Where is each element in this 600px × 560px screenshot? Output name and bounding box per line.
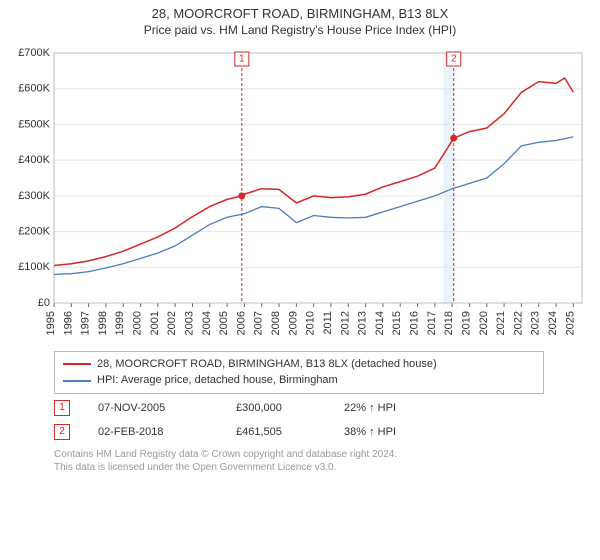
plot-svg: £0 £100K £200K £300K £400K £500K £600K £700K 199… xyxy=(10,43,590,343)
x-tick-label: 2019 xyxy=(460,311,472,335)
x-tick-label: 2003 xyxy=(183,311,195,335)
chart-container: 28, MOORCROFT ROAD, BIRMINGHAM, B13 8LX … xyxy=(0,0,600,560)
x-tick-label: 2010 xyxy=(305,311,317,335)
event-date: 02-FEB-2018 xyxy=(98,426,208,438)
x-tick-label: 2000 xyxy=(132,311,144,335)
x-tick-label: 2011 xyxy=(322,311,334,335)
x-tick-label: 2013 xyxy=(357,311,369,335)
x-tick-label: 2020 xyxy=(478,311,490,335)
footer: Contains HM Land Registry data © Crown c… xyxy=(54,448,590,474)
plot-border xyxy=(54,53,582,303)
legend-label: HPI: Average price, detached house, Birm… xyxy=(97,372,338,389)
x-tick-label: 2021 xyxy=(495,311,507,335)
x-tick-label: 2004 xyxy=(201,311,213,335)
legend-swatch xyxy=(63,363,91,365)
x-tick-label: 2024 xyxy=(547,311,559,335)
event-date: 07-NOV-2005 xyxy=(98,402,208,414)
x-tick-label: 1998 xyxy=(97,311,109,335)
legend: 28, MOORCROFT ROAD, BIRMINGHAM, B13 8LX … xyxy=(54,351,544,394)
y-tick-label: £300K xyxy=(18,190,50,202)
x-tick-label: 2025 xyxy=(564,311,576,335)
event-pct: 38% ↑ HPI xyxy=(344,426,434,438)
y-tick-label: £100K xyxy=(18,261,50,273)
series-hpi xyxy=(54,137,573,275)
event-pct: 22% ↑ HPI xyxy=(344,402,434,414)
x-tick-label: 2007 xyxy=(253,311,265,335)
y-tick-label: £200K xyxy=(18,225,50,237)
legend-label: 28, MOORCROFT ROAD, BIRMINGHAM, B13 8LX … xyxy=(97,356,437,373)
x-tick-label: 2015 xyxy=(391,311,403,335)
event-price: £300,000 xyxy=(236,402,316,414)
x-tick-label: 1996 xyxy=(62,311,74,335)
x-tick-label: 2002 xyxy=(166,311,178,335)
x-tick-label: 2001 xyxy=(149,311,161,335)
event-marker-icon: 2 xyxy=(54,424,70,440)
legend-swatch xyxy=(63,380,91,382)
y-tick-label: £600K xyxy=(18,83,50,95)
events-table: 1 07-NOV-2005 £300,000 22% ↑ HPI 2 02-FEB-201… xyxy=(54,400,590,440)
x-tick-label: 2022 xyxy=(512,311,524,335)
legend-item: HPI: Average price, detached house, Birm… xyxy=(63,372,535,389)
event-row: 2 02-FEB-2018 £461,505 38% ↑ HPI xyxy=(54,424,590,440)
event-marker-icon: 1 xyxy=(54,400,70,416)
event-dot xyxy=(238,192,245,199)
event-row: 1 07-NOV-2005 £300,000 22% ↑ HPI xyxy=(54,400,590,416)
chart-subtitle: Price paid vs. HM Land Registry's House … xyxy=(10,23,590,37)
x-tick-label: 2006 xyxy=(235,311,247,335)
x-tick-label: 2009 xyxy=(287,311,299,335)
x-tick-label: 2023 xyxy=(530,311,542,335)
event-price: £461,505 xyxy=(236,426,316,438)
footer-line2: This data is licensed under the Open Gov… xyxy=(54,461,590,474)
event-marker-label: 1 xyxy=(239,53,245,64)
legend-item: 28, MOORCROFT ROAD, BIRMINGHAM, B13 8LX … xyxy=(63,356,535,373)
x-tick-label: 2017 xyxy=(426,311,438,335)
y-tick-label: £700K xyxy=(18,47,50,59)
x-tick-label: 2008 xyxy=(270,311,282,335)
footer-line1: Contains HM Land Registry data © Crown c… xyxy=(54,448,590,461)
chart-title: 28, MOORCROFT ROAD, BIRMINGHAM, B13 8LX xyxy=(10,6,590,23)
x-tick-label: 1999 xyxy=(114,311,126,335)
y-tick-label: £500K xyxy=(18,118,50,130)
x-tick-label: 2016 xyxy=(409,311,421,335)
y-tick-label: £0 xyxy=(38,297,50,309)
x-tick-label: 1997 xyxy=(80,311,92,335)
x-tick-label: 2005 xyxy=(218,311,230,335)
event-dot xyxy=(450,135,457,142)
y-tick-label: £400K xyxy=(18,154,50,166)
x-tick-label: 2018 xyxy=(443,311,455,335)
plot-area: £0 £100K £200K £300K £400K £500K £600K £700K 199… xyxy=(10,43,590,343)
x-tick-label: 2014 xyxy=(374,311,386,335)
event-marker-label: 2 xyxy=(451,53,457,64)
x-tick-label: 1995 xyxy=(45,311,57,335)
x-tick-label: 2012 xyxy=(339,311,351,335)
highlight-band xyxy=(444,53,454,303)
series-property xyxy=(54,78,573,266)
